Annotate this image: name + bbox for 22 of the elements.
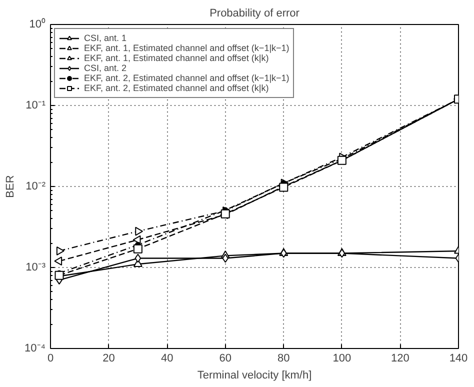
chart-title: Probability of error	[210, 8, 300, 20]
x-tick-label: 20	[102, 352, 115, 364]
y-tick-label: 10⁻⁴	[24, 342, 46, 354]
legend-label: EKF, ant. 2, Estimated channel and offset (k−1|k−1)	[84, 73, 290, 83]
x-tick-label: 0	[47, 352, 54, 364]
x-tick-label: 40	[160, 352, 174, 364]
y-tick-label: 10⁻³	[26, 262, 46, 274]
x-tick-label: 100	[332, 352, 352, 364]
legend-label: EKF, ant. 1, Estimated channel and offset (k|k)	[84, 53, 269, 63]
x-tick-label: 80	[278, 352, 290, 364]
x-tick-label: 60	[219, 352, 232, 364]
y-tick-label: 10⁻¹	[26, 100, 46, 112]
legend-label: CSI, ant. 1	[84, 33, 127, 43]
y-tick-label: 10⁻²	[26, 180, 46, 192]
x-axis-title: Terminal velocity [km/h]	[197, 370, 312, 382]
y-tick-label: 10⁰	[29, 18, 46, 30]
x-tick-label: 140	[449, 352, 468, 364]
legend-label: CSI, ant. 2	[84, 63, 127, 73]
legend-label: EKF, ant. 1, Estimated channel and offset (k−1|k−1)	[84, 43, 290, 53]
legend-label: EKF, ant. 2, Estimated channel and offset (k|k)	[84, 83, 269, 93]
x-tick-label: 120	[391, 352, 410, 364]
y-axis-title: BER	[4, 175, 17, 198]
